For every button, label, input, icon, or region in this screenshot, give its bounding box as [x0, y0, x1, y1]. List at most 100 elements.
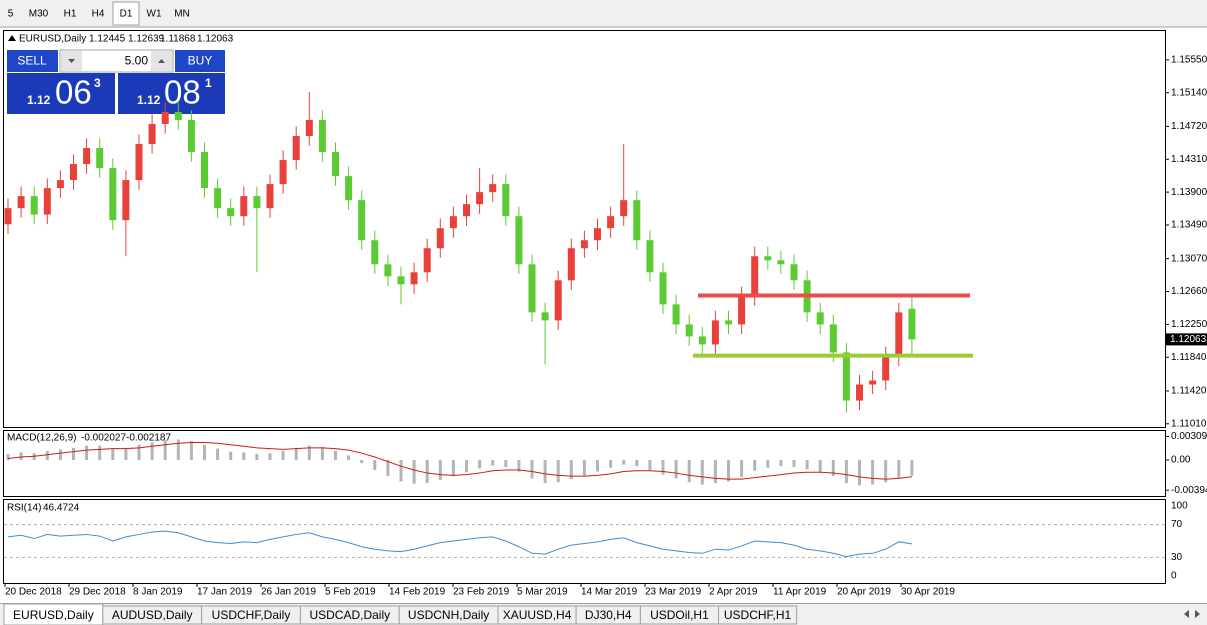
- candle-body: [17, 196, 25, 209]
- buy-pips: 08: [164, 74, 201, 111]
- ohlc-close: 1.12063: [197, 34, 234, 45]
- candle-body: [816, 312, 824, 325]
- buy-big-figure: 1.12: [137, 93, 161, 107]
- candle-body: [580, 240, 588, 249]
- y-tick-label: 1.12660: [1171, 286, 1207, 297]
- scroll-left[interactable]: [1184, 610, 1189, 618]
- candle-body: [56, 180, 64, 189]
- timeframe-tab[interactable]: MN: [174, 9, 190, 20]
- symbol-tab-label[interactable]: USDCNH,Daily: [408, 608, 489, 622]
- macd-bar: [229, 451, 233, 461]
- macd-bar: [517, 460, 521, 472]
- candle-body: [83, 148, 91, 165]
- macd-bar: [582, 460, 586, 476]
- current-price-box: [1166, 333, 1207, 346]
- symbol-tab-label[interactable]: EURUSD,Daily: [13, 608, 94, 622]
- candle-body: [842, 352, 850, 401]
- symbol-tab-label[interactable]: USDOil,H1: [650, 608, 709, 622]
- timeframe-tab[interactable]: D1: [120, 9, 133, 20]
- candle-body: [725, 320, 732, 325]
- macd-signal-line: [7, 441, 912, 480]
- candle-body: [135, 144, 143, 181]
- timeframe-tab[interactable]: H1: [64, 9, 77, 20]
- candle-body: [777, 260, 785, 265]
- x-tick-label: 17 Jan 2019: [197, 587, 252, 598]
- timeframe-tab[interactable]: H4: [92, 9, 105, 20]
- candle-body: [908, 308, 916, 340]
- candle-body: [410, 272, 418, 285]
- candle-body: [30, 196, 38, 215]
- candle-body: [751, 256, 759, 297]
- scroll-right[interactable]: [1195, 610, 1200, 618]
- x-tick-label: 20 Apr 2019: [837, 587, 891, 598]
- macd-bar: [124, 447, 128, 461]
- candle-body: [790, 264, 798, 281]
- candle-body: [397, 276, 405, 285]
- x-tick-label: 2 Apr 2019: [709, 587, 758, 598]
- x-tick-label: 5 Feb 2019: [325, 587, 376, 598]
- macd-bar: [72, 447, 75, 461]
- collapse-icon[interactable]: [8, 35, 16, 41]
- macd-bar: [58, 449, 62, 461]
- timeframe-tab[interactable]: W1: [147, 9, 162, 20]
- macd-bar: [858, 460, 861, 486]
- candle-body: [895, 312, 903, 357]
- macd-bar: [111, 448, 115, 461]
- candle-body: [685, 324, 693, 337]
- lots-value: 5.00: [125, 54, 149, 68]
- y-tick-label: 1.13900: [1171, 187, 1207, 198]
- timeframe-tab-active[interactable]: [112, 1, 140, 26]
- macd-bar: [386, 460, 390, 477]
- sell-button[interactable]: [7, 50, 58, 72]
- candle-body: [161, 111, 169, 124]
- candle-body: [476, 192, 484, 205]
- candle-body: [70, 164, 77, 181]
- macd-bar: [478, 460, 482, 469]
- macd-bar: [360, 460, 364, 464]
- macd-bar: [347, 455, 351, 461]
- y-tick-label: 1.14720: [1171, 121, 1207, 132]
- sell-price-box[interactable]: [7, 73, 115, 114]
- candle-body: [187, 119, 195, 153]
- y-tick-label: 1.13490: [1171, 220, 1207, 231]
- rsi-y-tick-label: 70: [1171, 519, 1183, 530]
- timeframe-tab[interactable]: 5: [8, 9, 14, 20]
- symbol-tab-label[interactable]: USDCAD,Daily: [309, 608, 390, 622]
- macd-bar: [307, 445, 311, 461]
- buy-button[interactable]: [175, 50, 225, 72]
- candle-body: [541, 312, 549, 321]
- macd-bar: [412, 460, 416, 484]
- sell-big-figure: 1.12: [27, 93, 51, 107]
- symbol-tab-label[interactable]: XAUUSD,H4: [503, 608, 572, 622]
- lots-input[interactable]: [59, 49, 174, 73]
- macd-bar: [438, 460, 442, 480]
- macd-bar: [674, 460, 678, 479]
- candle-body: [279, 160, 287, 185]
- rsi-line: [7, 530, 912, 558]
- x-tick-label: 30 Apr 2019: [901, 587, 955, 598]
- candle-body: [528, 264, 536, 313]
- candle-body: [764, 256, 772, 261]
- candle-body: [345, 176, 353, 201]
- symbol-tab-label[interactable]: DJ30,H4: [585, 608, 632, 622]
- symbol-tab-label[interactable]: USDCHF,H1: [724, 608, 792, 622]
- x-tick-label: 23 Feb 2019: [453, 587, 510, 598]
- x-tick-label: 23 Mar 2019: [645, 587, 702, 598]
- x-tick-label: 26 Jan 2019: [261, 587, 316, 598]
- symbol-tab[interactable]: [718, 605, 798, 625]
- macd-bar: [137, 444, 141, 461]
- candle-body: [829, 324, 837, 353]
- macd-bar: [281, 450, 285, 461]
- y-tick-label: 1.11420: [1171, 386, 1207, 397]
- symbol-tab-label[interactable]: USDCHF,Daily: [212, 608, 291, 622]
- timeframe-tab[interactable]: M30: [29, 9, 49, 20]
- macd-bar: [648, 460, 652, 470]
- candle-body: [698, 336, 706, 345]
- candle-body: [4, 208, 12, 225]
- symbol-tab-label[interactable]: AUDUSD,Daily: [112, 608, 193, 622]
- candle-body: [384, 264, 392, 277]
- macd-bar: [6, 453, 10, 461]
- buy-price-box[interactable]: [118, 73, 225, 114]
- macd-bar: [897, 460, 901, 479]
